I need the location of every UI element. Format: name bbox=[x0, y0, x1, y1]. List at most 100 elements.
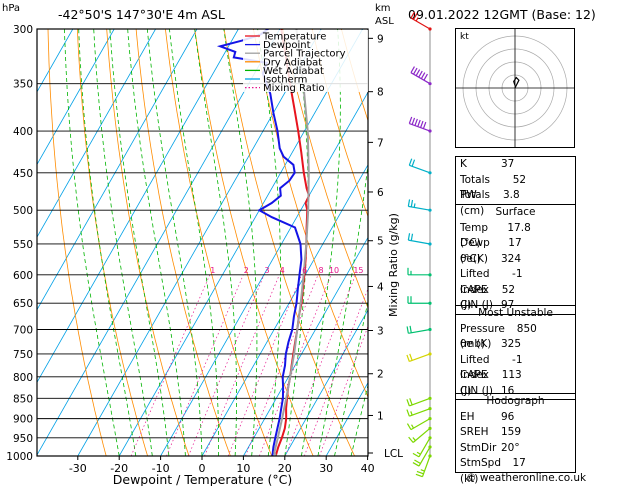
pressure-tick-label: 700 bbox=[13, 325, 33, 337]
hodograph-label: StmDir bbox=[460, 441, 496, 457]
km-tick-label: 2 bbox=[377, 369, 384, 381]
mixing-ratio-line bbox=[188, 275, 264, 456]
mixing-ratio-label: 8 bbox=[318, 266, 323, 275]
hodograph-row: StmSpd (kt)17 bbox=[456, 456, 575, 472]
mixing-ratio-label: 1 bbox=[210, 266, 215, 275]
index-row: K 37 bbox=[456, 157, 575, 173]
wind-barb bbox=[407, 397, 432, 406]
pressure-tick-label: 500 bbox=[13, 205, 33, 217]
hodograph-row: StmDir 20° bbox=[456, 441, 575, 457]
hodograph-unit-label: kt bbox=[460, 32, 469, 42]
most-unstable-row: θe (K) 325 bbox=[456, 337, 575, 353]
surface-row: Temp (°C)17.8 bbox=[456, 221, 575, 237]
surface-label: CAPE (J) bbox=[460, 283, 502, 299]
mixing-ratio-line bbox=[320, 275, 388, 456]
wet-adiabat-line bbox=[128, 29, 186, 456]
most-unstable-row: CAPE (J)113 bbox=[456, 368, 575, 384]
surface-value: 17 bbox=[508, 236, 571, 252]
most-unstable-label: θe (K) bbox=[460, 337, 491, 353]
mixing-ratio-label: 6 bbox=[302, 266, 307, 275]
most-unstable-row: Lifted Index-1 bbox=[456, 353, 575, 369]
km-tick-label: 9 bbox=[377, 33, 384, 45]
legend-label: Mixing Ratio bbox=[263, 83, 325, 94]
pressure-tick-label: 350 bbox=[13, 79, 33, 91]
wind-barb bbox=[411, 67, 432, 86]
hodograph-label: SREH bbox=[460, 425, 489, 441]
surface-row: Lifted Index-1 bbox=[456, 267, 575, 283]
index-value: 37 bbox=[501, 157, 571, 173]
surface-row: θe(K) 324 bbox=[456, 252, 575, 268]
hodograph-value: 96 bbox=[501, 410, 571, 426]
hodograph: kt bbox=[455, 28, 575, 148]
most-unstable-label: Pressure (mb) bbox=[460, 322, 517, 338]
copyright: © weatheronline.co.uk bbox=[466, 472, 586, 484]
mixing-ratio-label: 15 bbox=[353, 266, 363, 275]
most-unstable-label: CAPE (J) bbox=[460, 368, 502, 384]
most-unstable-value: 113 bbox=[502, 368, 571, 384]
surface-row: CAPE (J)52 bbox=[456, 283, 575, 299]
pressure-tick-label: 650 bbox=[13, 298, 33, 310]
mixing-ratio-label: 3 bbox=[265, 266, 270, 275]
most-unstable-value: -1 bbox=[512, 353, 571, 369]
km-tick-label: 8 bbox=[377, 87, 384, 99]
wet-adiabat-line bbox=[169, 29, 218, 456]
km-tick-label: 1 bbox=[377, 410, 384, 422]
pressure-tick-label: 900 bbox=[13, 414, 33, 426]
wet-adiabat-line bbox=[335, 29, 416, 456]
pressure-tick-label: 800 bbox=[13, 372, 33, 384]
index-label: K bbox=[460, 157, 467, 173]
mixing-ratio-label: 20 bbox=[371, 266, 381, 275]
most-unstable-value: 850 bbox=[517, 322, 571, 338]
surface-value: 324 bbox=[501, 252, 571, 268]
wind-barb bbox=[407, 352, 432, 361]
index-row: PW (cm)3.8 bbox=[456, 188, 575, 204]
dry-adiabat-line bbox=[48, 29, 106, 456]
x-axis-title: Dewpoint / Temperature (°C) bbox=[113, 472, 292, 486]
hodograph-label: StmSpd (kt) bbox=[460, 456, 512, 472]
pressure-tick-label: 450 bbox=[13, 168, 33, 180]
hodograph-label: EH bbox=[460, 410, 475, 426]
most-unstable-title: Most Unstable bbox=[456, 306, 575, 322]
wind-barb bbox=[411, 12, 432, 31]
lcl-label: LCL bbox=[384, 448, 403, 460]
wind-barb bbox=[408, 296, 432, 305]
surface-value: 17.8 bbox=[507, 221, 571, 237]
mixing-ratio-label: 10 bbox=[329, 266, 339, 275]
temperature-tick-label: -30 bbox=[69, 462, 87, 475]
index-label: PW (cm) bbox=[460, 188, 503, 204]
km-tick-label: 7 bbox=[377, 137, 384, 149]
hodograph-value: 159 bbox=[501, 425, 571, 441]
surface-value: -1 bbox=[512, 267, 571, 283]
hodograph-value: 17 bbox=[512, 456, 571, 472]
pressure-tick-label: 400 bbox=[13, 126, 33, 138]
most-unstable-row: Pressure (mb)850 bbox=[456, 322, 575, 338]
surface-label: Lifted Index bbox=[460, 267, 512, 283]
wind-barb bbox=[408, 199, 431, 211]
wind-barb bbox=[407, 326, 431, 333]
pressure-tick-label: 1000 bbox=[6, 451, 33, 463]
most-unstable-value: 325 bbox=[501, 337, 571, 353]
isotherm-line bbox=[36, 29, 279, 456]
mixing-ratio-label: 2 bbox=[244, 266, 249, 275]
wind-barb bbox=[407, 417, 431, 430]
km-tick-label: 4 bbox=[377, 281, 384, 293]
mixing-ratio-line bbox=[205, 275, 280, 456]
surface-value: 52 bbox=[502, 283, 571, 299]
wind-barb bbox=[409, 117, 431, 133]
dry-adiabat-line bbox=[576, 29, 629, 456]
km-tick-label: 6 bbox=[377, 187, 384, 199]
pressure-tick-label: 600 bbox=[13, 270, 33, 282]
mixing-ratio-axis-title: Mixing Ratio (g/kg) bbox=[387, 213, 400, 317]
surface-title: Surface bbox=[456, 205, 575, 221]
mixing-ratio-line bbox=[304, 275, 373, 456]
pressure-tick-label: 550 bbox=[13, 239, 33, 251]
surface-label: θe(K) bbox=[460, 252, 488, 268]
hodograph-value: 20° bbox=[501, 441, 571, 457]
most-unstable-label: Lifted Index bbox=[460, 353, 512, 369]
